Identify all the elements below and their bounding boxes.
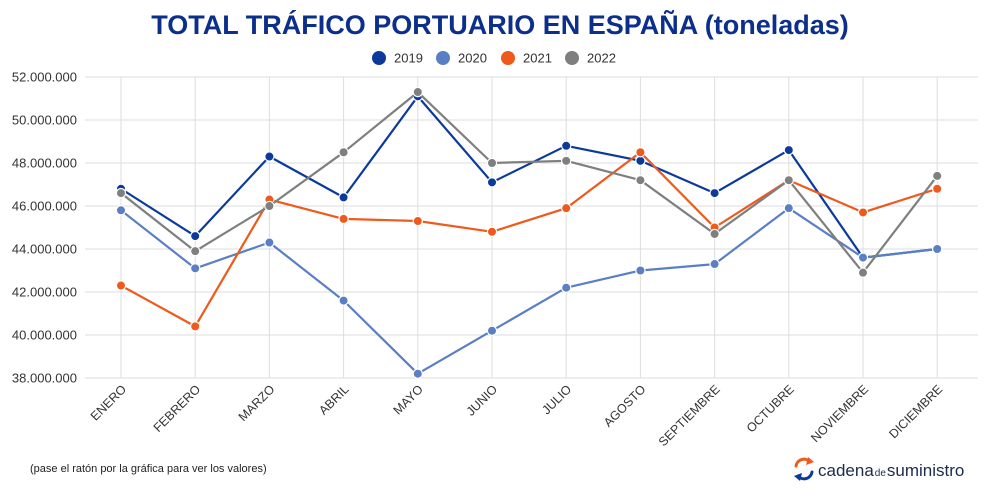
data-point[interactable]: [115, 280, 127, 291]
data-point[interactable]: [709, 228, 720, 240]
data-point[interactable]: [561, 202, 572, 214]
data-point[interactable]: [857, 267, 869, 278]
data-point[interactable]: [486, 177, 498, 188]
y-tick-label: 48.000.000: [12, 156, 77, 171]
data-point[interactable]: [561, 282, 572, 293]
data-point[interactable]: [857, 207, 869, 218]
x-tick-label: FEBRERO: [151, 382, 204, 435]
data-point[interactable]: [338, 147, 349, 158]
data-point[interactable]: [857, 252, 869, 263]
data-point[interactable]: [264, 151, 275, 162]
legend-label: 2019: [394, 51, 423, 66]
data-point[interactable]: [486, 325, 498, 336]
y-tick-label: 38.000.000: [12, 371, 77, 386]
y-axis: 38.000.000 40.000.000 42.000.000 44.000.000…: [12, 70, 77, 386]
data-point[interactable]: [783, 174, 795, 186]
legend-marker: [501, 51, 515, 65]
x-tick-label: NOVIEMBRE: [808, 382, 871, 445]
data-point[interactable]: [189, 321, 201, 332]
legend-marker: [372, 51, 386, 65]
legend-label: 2021: [523, 51, 552, 66]
data-point[interactable]: [189, 230, 201, 242]
y-tick-label: 42.000.000: [12, 285, 77, 300]
series-line-2022: [120, 90, 939, 274]
x-tick-label: JULIO: [539, 382, 574, 417]
brand-part-cadena: cadena: [818, 461, 874, 480]
data-point[interactable]: [709, 258, 720, 270]
data-point[interactable]: [635, 265, 646, 276]
legend-marker: [436, 51, 450, 65]
brand-text: cadenadesuministro: [818, 461, 964, 480]
data-point[interactable]: [635, 147, 646, 158]
legend-label: 2020: [458, 51, 487, 66]
y-tick-label: 50.000.000: [12, 113, 77, 128]
brand-part-de: de: [875, 468, 887, 479]
data-point[interactable]: [189, 245, 201, 257]
data-point[interactable]: [561, 155, 572, 167]
y-tick-label: 46.000.000: [12, 199, 77, 214]
grid: [85, 76, 978, 379]
x-tick-label: ENERO: [88, 382, 130, 424]
data-point[interactable]: [264, 237, 275, 248]
legend-label: 2022: [587, 51, 616, 66]
legend-item-2019[interactable]: 2019: [372, 51, 423, 66]
data-point[interactable]: [709, 187, 720, 199]
series-layer: [115, 86, 943, 379]
y-tick-label: 44.000.000: [12, 242, 77, 257]
x-tick-label: ABRIL: [316, 382, 351, 417]
data-point[interactable]: [783, 202, 795, 214]
data-point[interactable]: [783, 144, 795, 156]
brand-logo: cadenadesuministro: [794, 457, 964, 481]
brand-arrows-icon: [794, 457, 814, 481]
data-point[interactable]: [338, 295, 349, 306]
data-point[interactable]: [115, 187, 127, 199]
series-2020: [115, 202, 943, 379]
legend: 2019 2020 2021 2022: [372, 51, 616, 66]
data-point[interactable]: [561, 140, 572, 151]
data-point[interactable]: [486, 157, 498, 169]
x-axis: ENERO FEBRERO MARZO ABRIL MAYO JUNIO JULIO AGOS…: [88, 382, 946, 449]
data-point[interactable]: [932, 243, 943, 255]
series-2019: [115, 91, 943, 263]
data-point[interactable]: [338, 192, 349, 203]
y-tick-label: 52.000.000: [12, 70, 77, 85]
x-tick-label: MARZO: [236, 382, 278, 424]
data-point[interactable]: [486, 226, 498, 237]
legend-item-2022[interactable]: 2022: [565, 51, 616, 66]
brand-part-suministro: suministro: [887, 461, 964, 480]
x-tick-label: OCTUBRE: [744, 382, 797, 435]
series-2022: [115, 86, 943, 278]
chart-title: TOTAL TRÁFICO PORTUARIO EN ESPAÑA (tonel…: [151, 9, 849, 40]
series-line-2021: [120, 151, 938, 328]
data-point[interactable]: [932, 170, 943, 182]
data-point[interactable]: [115, 205, 127, 216]
x-tick-label: SEPTIEMBRE: [656, 382, 723, 449]
series-2021: [115, 147, 943, 332]
legend-item-2020[interactable]: 2020: [436, 51, 487, 66]
x-tick-label: JUNIO: [464, 382, 501, 419]
legend-item-2021[interactable]: 2021: [501, 51, 552, 66]
data-point[interactable]: [412, 215, 423, 227]
y-tick-label: 40.000.000: [12, 328, 77, 343]
data-point[interactable]: [635, 174, 646, 186]
x-tick-label: DICIEMBRE: [886, 382, 945, 441]
series-line-2019: [120, 95, 938, 259]
x-tick-label: MAYO: [391, 382, 426, 417]
data-point[interactable]: [412, 368, 423, 379]
data-point[interactable]: [264, 200, 275, 212]
series-line-2020: [120, 207, 938, 375]
data-point[interactable]: [338, 213, 349, 225]
data-point[interactable]: [635, 155, 646, 167]
legend-marker: [565, 51, 579, 65]
data-point[interactable]: [189, 263, 201, 274]
data-point[interactable]: [932, 183, 943, 194]
x-tick-label: AGOSTO: [601, 382, 649, 430]
hover-note: (pase el ratón por la gráfica para ver l…: [30, 463, 267, 475]
data-point[interactable]: [412, 86, 423, 98]
